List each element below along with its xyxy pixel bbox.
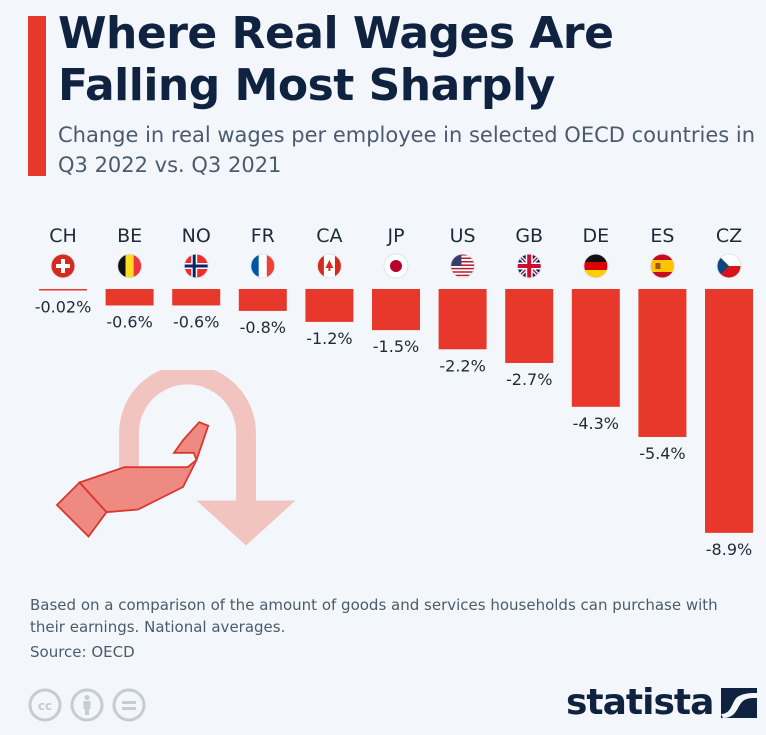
category-label: DE (582, 225, 609, 247)
statista-wordmark: statista (566, 682, 714, 723)
bar-group-cz: CZ -8.9% (705, 225, 753, 559)
svg-text:cc: cc (38, 699, 52, 713)
bar-group-be: BE -0.6% (105, 225, 154, 331)
bar-group-de: DE -4.3% (571, 225, 620, 433)
bar-chart: CH -0.02% BE -0.6% NO -0.6% FR -0.8% CA -1.2% JP -1… (35, 225, 753, 559)
category-label: NO (182, 225, 211, 247)
data-label: -0.6% (173, 312, 219, 331)
data-label: -0.02% (35, 298, 92, 317)
switzerland-flag-icon (50, 253, 76, 279)
source-note: Source: OECD (30, 643, 135, 661)
data-label: -4.3% (573, 414, 619, 433)
statista-logo[interactable]: statista (566, 682, 758, 723)
category-label: CH (49, 225, 77, 247)
chart-subtitle: Change in real wages per employee in sel… (58, 123, 756, 177)
japan-flag-icon (383, 253, 409, 279)
belgium-flag-icon (117, 253, 143, 279)
usa-flag-icon (450, 253, 476, 279)
open-hand-icon (55, 421, 210, 538)
bar (238, 289, 287, 311)
data-label: -2.7% (506, 370, 552, 389)
bar (571, 289, 620, 407)
data-label: -1.2% (306, 329, 352, 348)
category-label: CA (316, 225, 342, 247)
footnote: Based on a comparison of the amount of g… (30, 596, 718, 636)
bar (39, 289, 87, 291)
bar-group-ca: CA -1.2% (305, 225, 354, 348)
category-label: ES (650, 225, 674, 247)
category-label: FR (251, 225, 275, 247)
norway-flag-icon (183, 253, 209, 279)
attribution-icon[interactable] (70, 688, 104, 722)
bar (438, 289, 487, 350)
no-derivatives-icon[interactable] (112, 688, 146, 722)
germany-flag-icon (583, 253, 609, 279)
bar-group-gb: GB -2.7% (505, 225, 554, 389)
bar-group-fr: FR -0.8% (238, 225, 287, 337)
title-accent-bar (28, 16, 46, 176)
bar-group-jp: JP -1.5% (372, 225, 420, 356)
spain-flag-icon (649, 253, 675, 279)
bar (305, 289, 354, 322)
bar (372, 289, 420, 331)
czechia-flag-icon (716, 253, 742, 279)
category-label: GB (515, 225, 543, 247)
france-flag-icon (250, 253, 276, 279)
bar-group-us: US -2.2% (438, 225, 487, 375)
data-label: -2.2% (439, 356, 485, 375)
data-label: -5.4% (639, 444, 685, 463)
bar (105, 289, 154, 306)
category-label: CZ (716, 225, 742, 247)
statista-logo-icon (721, 687, 758, 718)
bar-group-no: NO -0.6% (172, 225, 221, 331)
data-label: -1.5% (373, 337, 419, 356)
category-label: US (450, 225, 476, 247)
chart-title: Where Real Wages Are Falling Most Sharpl… (58, 8, 614, 111)
bar (505, 289, 554, 363)
hand-downward-arrow-illustration (55, 370, 296, 546)
canada-flag-icon (316, 253, 342, 279)
category-label: JP (386, 225, 404, 247)
category-label: BE (117, 225, 142, 247)
license-icons: cc (28, 688, 146, 722)
u-turn-arrow-icon (119, 370, 256, 501)
bar-group-es: ES -5.4% (638, 225, 687, 463)
bar (172, 289, 221, 306)
uk-flag-icon (516, 253, 542, 279)
bar (705, 289, 753, 533)
data-label: -8.9% (706, 540, 752, 559)
creative-commons-icon[interactable]: cc (28, 688, 62, 722)
data-label: -0.8% (240, 318, 286, 337)
bar (638, 289, 687, 437)
bar-group-ch: CH -0.02% (35, 225, 92, 317)
data-label: -0.6% (106, 312, 152, 331)
